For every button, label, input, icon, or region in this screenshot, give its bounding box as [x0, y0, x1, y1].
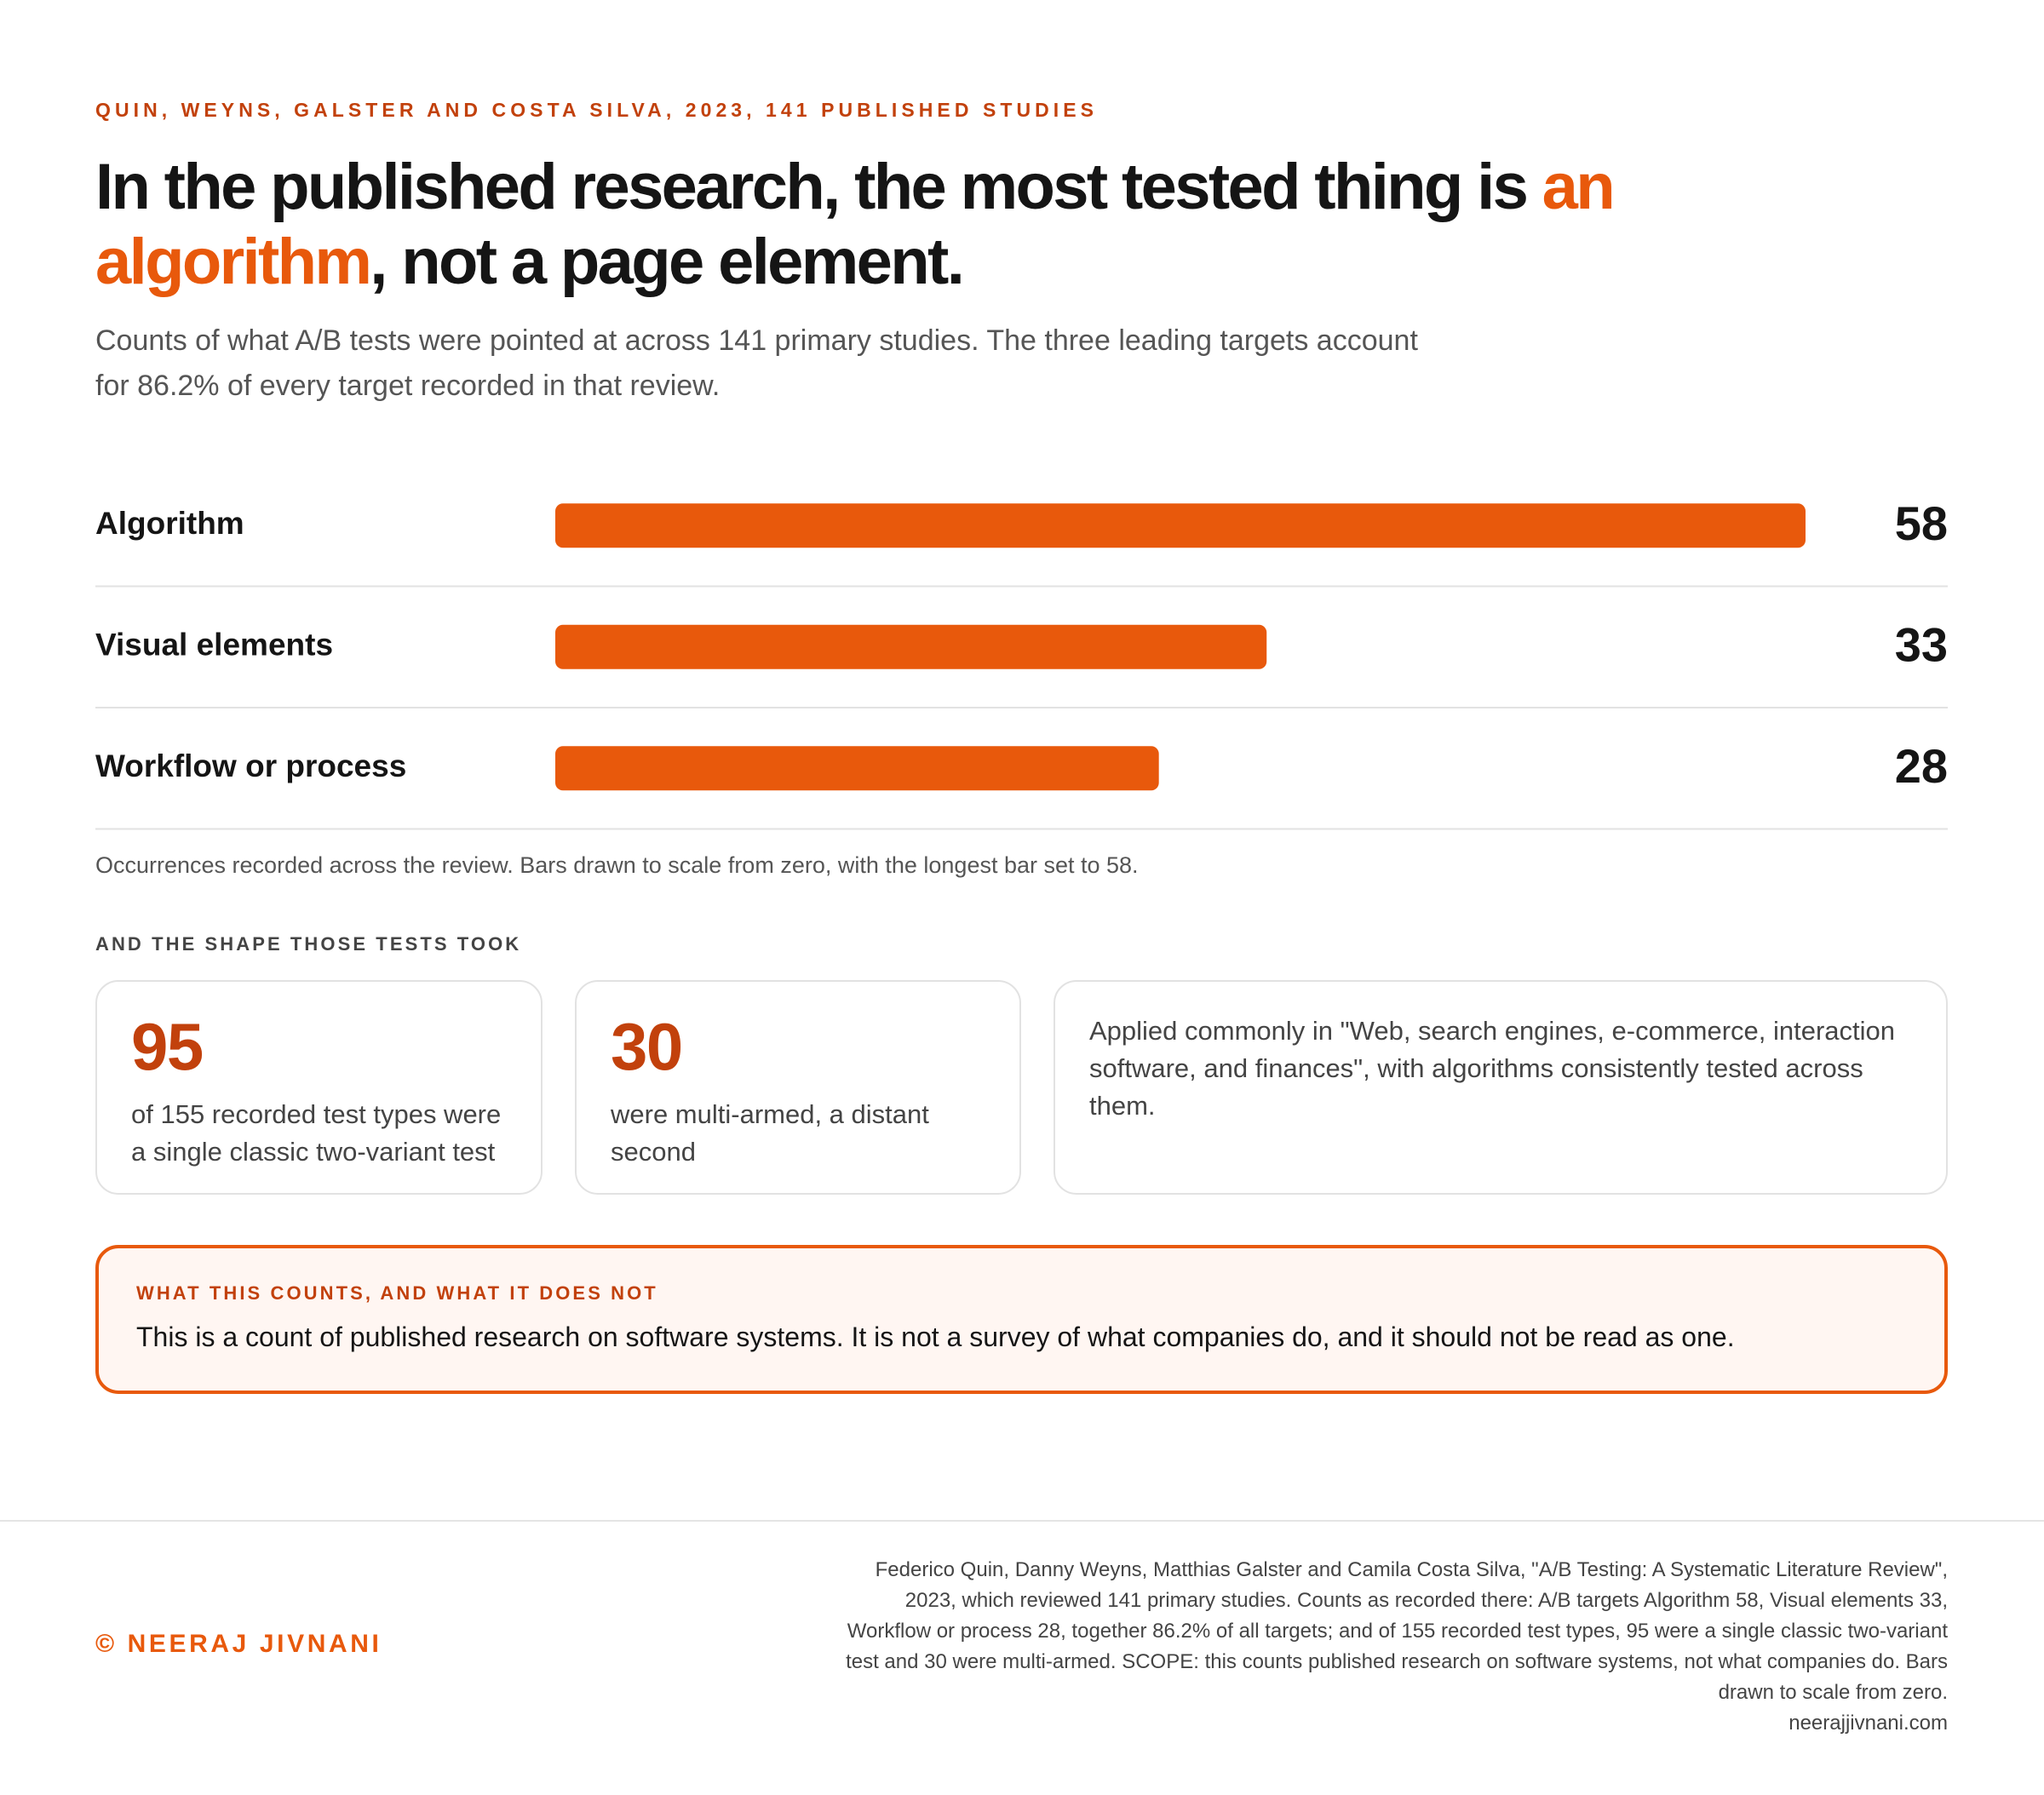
category-label: Visual elements [95, 628, 333, 662]
chart-caption: Occurrences recorded across the review. … [95, 852, 1139, 878]
stat-value: 30 [611, 1009, 683, 1084]
source-line: test and 30 were multi-armed. SCOPE: thi… [846, 1650, 1948, 1673]
source-line: neerajjivnani.com [1788, 1712, 1948, 1735]
note-text: This is a count of published research on… [136, 1322, 1735, 1352]
stat-text: were multi-armed, a distant second [611, 1099, 929, 1167]
category-label: Workflow or process [95, 748, 406, 783]
chart: Algorithm 58 Visual elements 33 Workflow or … [95, 496, 1948, 830]
subtitle: Counts of what A/B tests were pointed at… [95, 324, 1418, 402]
value-label: 33 [1895, 618, 1948, 672]
headline: In the published research, the most test… [95, 150, 1807, 300]
kicker: QUIN, WEYNS, GALSTER AND COSTA SILVA, 20… [95, 99, 1099, 121]
stat-card: 30 were multi-armed, a distant second [575, 980, 1021, 1195]
stat-value: 95 [131, 1009, 204, 1084]
footer-rule [0, 1520, 2044, 1522]
stat-card: 95 of 155 recorded test types were a sin… [95, 980, 543, 1195]
source-note: Federico Quin, Danny Weyns, Matthias Gal… [585, 1555, 1948, 1739]
note-box: WHAT THIS COUNTS, AND WHAT IT DOES NOT T… [95, 1245, 1948, 1394]
info-text: Applied commonly in "Web, search engines… [1089, 1016, 1896, 1121]
section-label: AND THE SHAPE THOSE TESTS TOOK [95, 933, 522, 955]
info-card: Applied commonly in "Web, search engines… [1054, 980, 1948, 1195]
source-line: Federico Quin, Danny Weyns, Matthias Gal… [875, 1558, 1948, 1581]
headline-text: In the published research, the most test… [95, 151, 1542, 223]
bar [555, 503, 1806, 548]
note-label: WHAT THIS COUNTS, AND WHAT IT DOES NOT [136, 1282, 658, 1304]
value-label: 58 [1895, 496, 1948, 550]
value-label: 28 [1895, 739, 1948, 793]
headline-text: , not a page element. [370, 226, 965, 298]
source-line: drawn to scale from zero. [1718, 1681, 1948, 1704]
copyright: © NEERAJ JIVNANI [95, 1630, 382, 1658]
stat-text: of 155 recorded test types were a single… [131, 1099, 502, 1167]
source-line: Workflow or process 28, together 86.2% o… [847, 1620, 1948, 1643]
category-label: Algorithm [95, 506, 244, 541]
bar [555, 746, 1159, 791]
headline-highlight: an algorithm [95, 151, 1616, 298]
bar [555, 624, 1267, 669]
source-line: 2023, which reviewed 141 primary studies… [904, 1589, 1948, 1612]
